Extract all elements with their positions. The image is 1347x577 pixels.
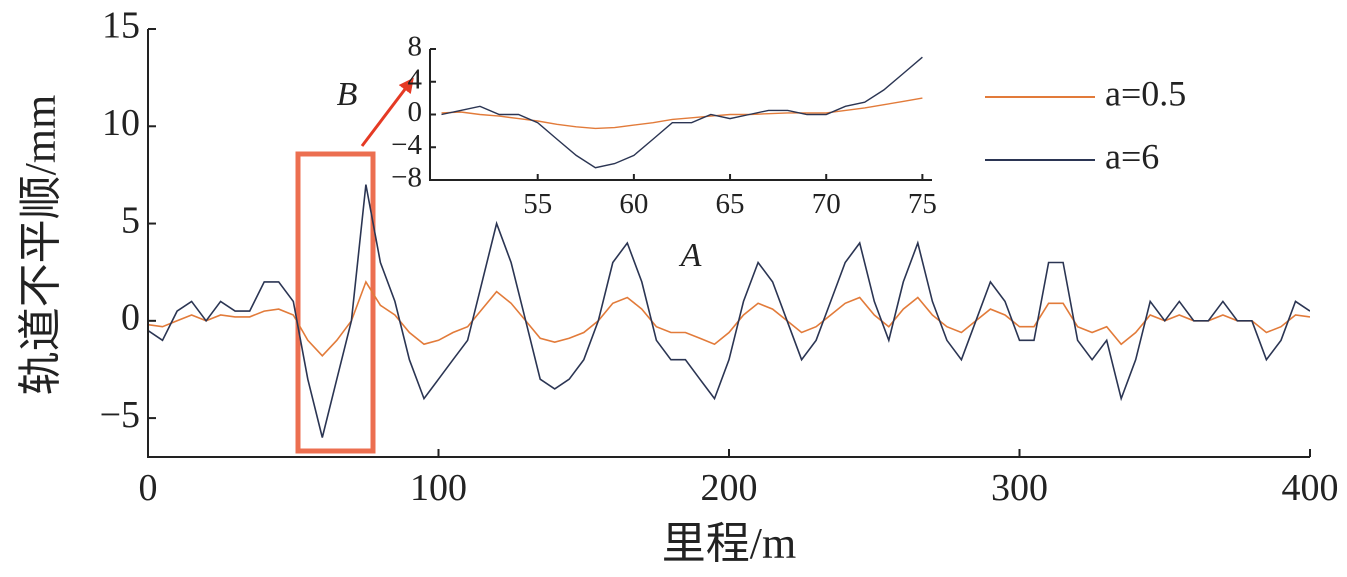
x-tick-label: 300 [991, 467, 1048, 509]
y-tick-label: 4 [408, 63, 423, 95]
y-tick-label: 8 [408, 31, 423, 63]
x-tick-label: 0 [139, 467, 158, 509]
legend-label: a=0.5 [1105, 73, 1186, 113]
arrow [360, 77, 414, 147]
y-tick-label: −8 [391, 162, 422, 194]
y-tick-label: 15 [102, 5, 140, 47]
x-tick-label: 200 [701, 467, 758, 509]
y-tick-label: 5 [121, 199, 140, 241]
x-tick-label: 400 [1282, 467, 1339, 509]
y-tick-label: −4 [391, 129, 422, 161]
y-tick-label: −5 [100, 394, 140, 436]
y-axis-title: 轨道不平顺/mm [16, 95, 65, 396]
x-tick-label: 65 [716, 188, 745, 220]
x-tick-label: 75 [908, 188, 937, 220]
x-tick-label: 55 [523, 188, 552, 220]
x-tick-label: 70 [812, 188, 841, 220]
y-tick-label: 10 [102, 102, 140, 144]
data-line [441, 56, 923, 169]
data-line [148, 280, 1310, 357]
legend: a=0.5 a=6 [985, 73, 1186, 176]
data-line [441, 97, 923, 130]
annotation: B [337, 76, 358, 113]
highlight-box [295, 151, 376, 454]
legend-label: a=6 [1105, 136, 1159, 176]
y-tick-label: 0 [408, 96, 423, 128]
y-tick-label: 0 [121, 297, 140, 339]
x-axis-title: 里程/m [662, 519, 796, 568]
x-tick-label: 60 [619, 188, 648, 220]
x-tick-label: 100 [410, 467, 467, 509]
data-line [148, 184, 1310, 438]
annotation: A [679, 237, 702, 274]
